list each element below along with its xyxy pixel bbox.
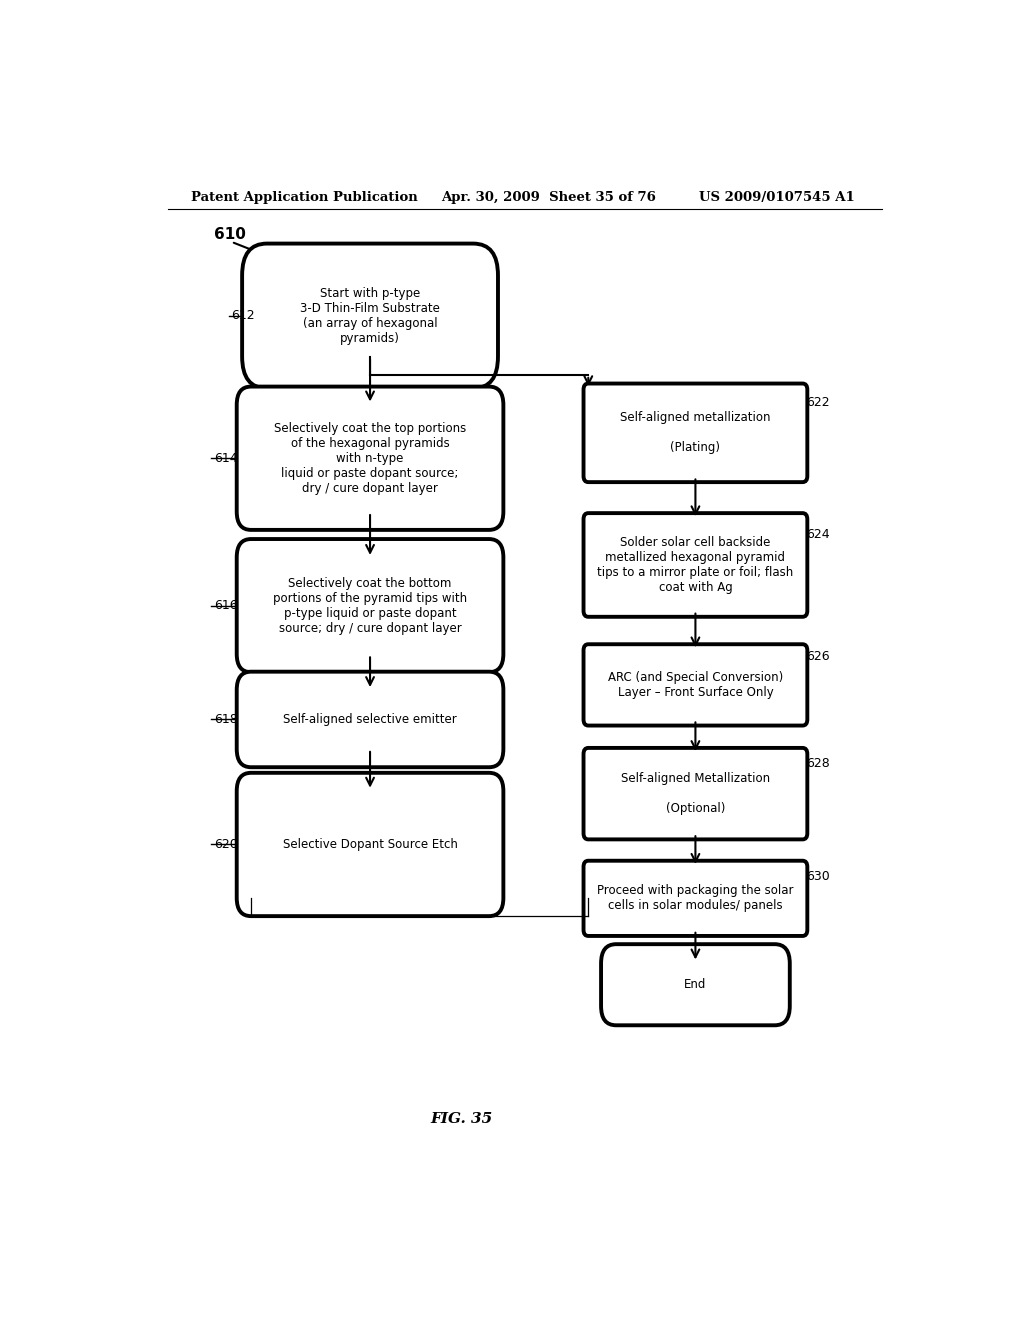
Text: FIG. 35: FIG. 35 xyxy=(430,1111,493,1126)
FancyBboxPatch shape xyxy=(584,644,807,726)
Text: Selective Dopant Source Etch: Selective Dopant Source Etch xyxy=(283,838,458,851)
Text: Start with p-type
3-D Thin-Film Substrate
(an array of hexagonal
pyramids): Start with p-type 3-D Thin-Film Substrat… xyxy=(300,286,440,345)
FancyBboxPatch shape xyxy=(237,772,504,916)
Text: Self-aligned selective emitter: Self-aligned selective emitter xyxy=(284,713,457,726)
FancyBboxPatch shape xyxy=(237,672,504,767)
FancyBboxPatch shape xyxy=(584,861,807,936)
Text: Apr. 30, 2009  Sheet 35 of 76: Apr. 30, 2009 Sheet 35 of 76 xyxy=(441,190,656,203)
FancyBboxPatch shape xyxy=(237,539,504,672)
Text: Self-aligned Metallization

(Optional): Self-aligned Metallization (Optional) xyxy=(621,772,770,816)
Text: 630: 630 xyxy=(807,870,830,883)
Text: 614: 614 xyxy=(214,451,238,465)
Text: 622: 622 xyxy=(807,396,830,409)
FancyBboxPatch shape xyxy=(584,384,807,482)
Text: Self-aligned metallization

(Plating): Self-aligned metallization (Plating) xyxy=(621,412,771,454)
FancyBboxPatch shape xyxy=(242,244,498,388)
Text: US 2009/0107545 A1: US 2009/0107545 A1 xyxy=(699,190,855,203)
FancyBboxPatch shape xyxy=(237,387,504,529)
FancyBboxPatch shape xyxy=(584,748,807,840)
Text: ARC (and Special Conversion)
Layer – Front Surface Only: ARC (and Special Conversion) Layer – Fro… xyxy=(608,671,783,698)
Text: 626: 626 xyxy=(807,649,830,663)
Text: 628: 628 xyxy=(807,756,830,770)
Text: 612: 612 xyxy=(231,309,255,322)
Text: 620: 620 xyxy=(214,838,238,851)
Text: 616: 616 xyxy=(214,599,238,612)
Text: Selectively coat the top portions
of the hexagonal pyramids
with n-type
liquid o: Selectively coat the top portions of the… xyxy=(274,421,466,495)
FancyBboxPatch shape xyxy=(601,944,790,1026)
FancyBboxPatch shape xyxy=(584,513,807,616)
Text: 618: 618 xyxy=(214,713,238,726)
Text: Patent Application Publication: Patent Application Publication xyxy=(191,190,418,203)
Text: Proceed with packaging the solar
cells in solar modules/ panels: Proceed with packaging the solar cells i… xyxy=(597,884,794,912)
Text: 610: 610 xyxy=(214,227,246,242)
Text: End: End xyxy=(684,978,707,991)
Text: 624: 624 xyxy=(807,528,830,541)
Text: Selectively coat the bottom
portions of the pyramid tips with
p-type liquid or p: Selectively coat the bottom portions of … xyxy=(273,577,467,635)
Text: Solder solar cell backside
metallized hexagonal pyramid
tips to a mirror plate o: Solder solar cell backside metallized he… xyxy=(597,536,794,594)
